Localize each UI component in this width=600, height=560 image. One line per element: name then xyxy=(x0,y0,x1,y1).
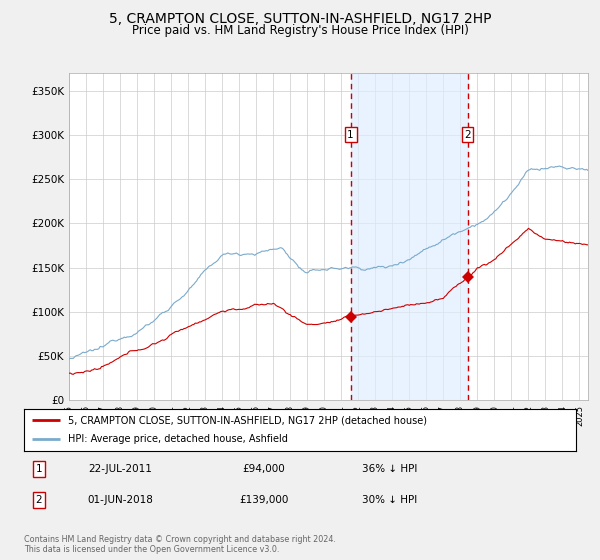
Text: £139,000: £139,000 xyxy=(239,495,289,505)
Text: 30% ↓ HPI: 30% ↓ HPI xyxy=(362,495,418,505)
Text: 22-JUL-2011: 22-JUL-2011 xyxy=(88,464,152,474)
Text: 1: 1 xyxy=(347,130,354,140)
Bar xyxy=(350,73,467,400)
Text: 36% ↓ HPI: 36% ↓ HPI xyxy=(362,464,418,474)
Text: Contains HM Land Registry data © Crown copyright and database right 2024.
This d: Contains HM Land Registry data © Crown c… xyxy=(24,535,336,554)
Text: 01-JUN-2018: 01-JUN-2018 xyxy=(87,495,153,505)
Text: 5, CRAMPTON CLOSE, SUTTON-IN-ASHFIELD, NG17 2HP (detached house): 5, CRAMPTON CLOSE, SUTTON-IN-ASHFIELD, N… xyxy=(68,415,427,425)
Text: 1: 1 xyxy=(35,464,43,474)
Text: HPI: Average price, detached house, Ashfield: HPI: Average price, detached house, Ashf… xyxy=(68,435,288,445)
Text: 2: 2 xyxy=(35,495,43,505)
Text: Price paid vs. HM Land Registry's House Price Index (HPI): Price paid vs. HM Land Registry's House … xyxy=(131,24,469,36)
Text: 2: 2 xyxy=(464,130,471,140)
Text: £94,000: £94,000 xyxy=(242,464,286,474)
Text: 5, CRAMPTON CLOSE, SUTTON-IN-ASHFIELD, NG17 2HP: 5, CRAMPTON CLOSE, SUTTON-IN-ASHFIELD, N… xyxy=(109,12,491,26)
